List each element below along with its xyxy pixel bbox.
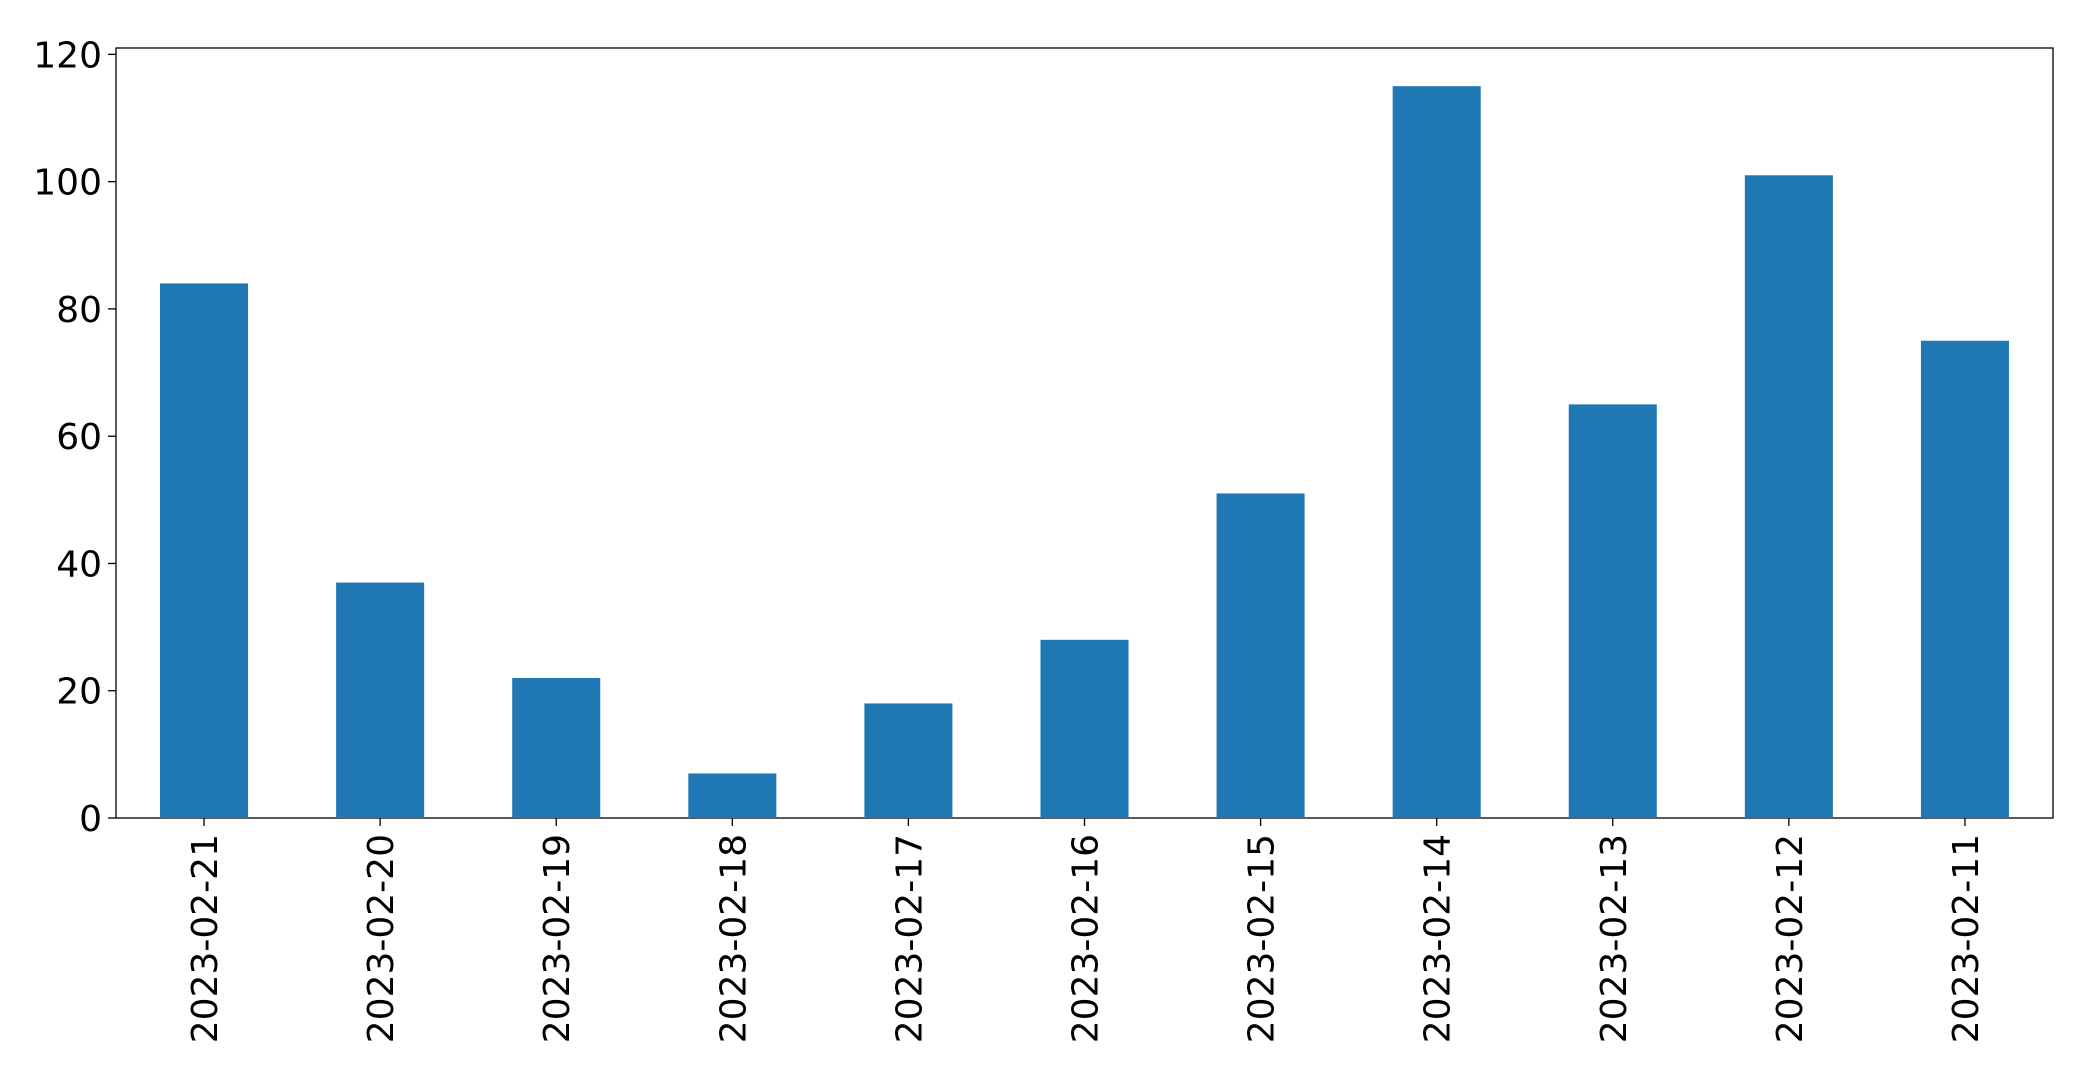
bar [1568,404,1657,818]
y-tick-label: 100 [33,163,102,204]
x-tick-label: 2023-02-18 [713,834,754,1043]
bar [1920,340,2009,818]
x-tick-label: 2023-02-15 [1242,834,1283,1043]
x-tick-label: 2023-02-19 [537,834,578,1043]
bar [864,703,953,818]
bar [688,773,777,818]
bar [1392,86,1481,818]
bar [1216,493,1305,818]
bar [336,582,425,818]
x-tick-label: 2023-02-16 [1066,834,1107,1043]
x-tick-label: 2023-02-21 [185,834,226,1043]
bar [512,678,601,818]
y-tick-label: 0 [79,799,102,840]
y-tick-label: 120 [33,35,102,76]
x-tick-label: 2023-02-14 [1418,834,1459,1043]
x-tick-label: 2023-02-17 [889,834,930,1043]
x-tick-label: 2023-02-13 [1594,834,1635,1043]
x-tick-label: 2023-02-20 [361,834,402,1043]
y-tick-label: 20 [56,672,102,713]
bar [1744,175,1833,819]
bar [160,283,249,818]
x-tick-label: 2023-02-12 [1770,834,1811,1043]
y-tick-label: 80 [56,290,102,331]
x-tick-label: 2023-02-11 [1946,834,1987,1043]
y-tick-label: 40 [56,544,102,585]
y-tick-label: 60 [56,417,102,458]
bar [1040,639,1129,818]
